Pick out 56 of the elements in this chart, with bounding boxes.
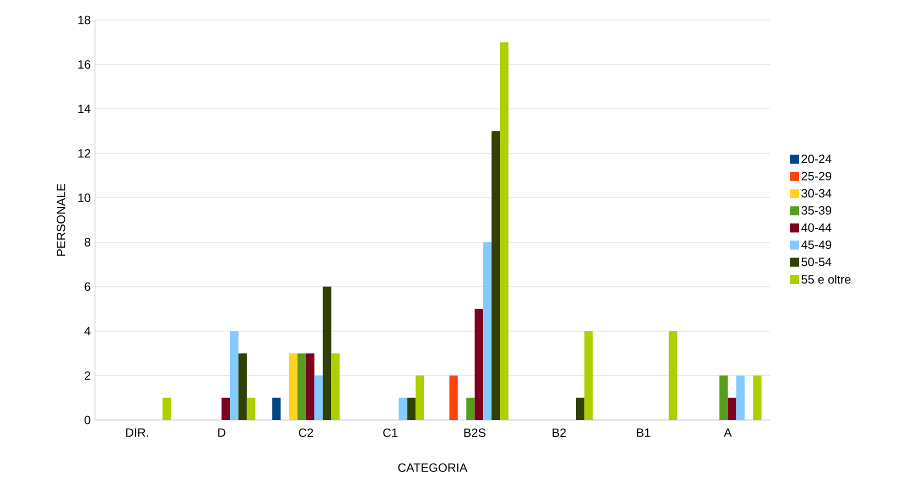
- bar: [322, 286, 332, 420]
- y-axis-title: PERSONALE: [56, 184, 66, 256]
- bar: [398, 398, 408, 420]
- legend-label: 30-34: [802, 189, 832, 198]
- bar: [728, 398, 736, 420]
- x-tick-label: A: [724, 428, 732, 437]
- legend-label: 20-24: [802, 154, 832, 164]
- x-tick-label: C2: [298, 428, 314, 437]
- bar: [298, 353, 306, 420]
- bar: [753, 376, 762, 420]
- bar: [407, 398, 416, 420]
- x-tick-label: D: [218, 428, 226, 437]
- y-tick-label: 2: [84, 371, 90, 380]
- bar: [246, 398, 256, 420]
- bar: [500, 42, 508, 420]
- legend-label: 40-44: [801, 223, 832, 232]
- y-tick-label: 8: [84, 238, 90, 246]
- bar: [474, 308, 484, 420]
- bar: [668, 331, 678, 420]
- x-tick-label: B2: [552, 428, 566, 437]
- legend-label: 35-39: [802, 206, 832, 215]
- legend-label: 25-29: [802, 172, 832, 180]
- y-tick-label: 18: [78, 16, 90, 24]
- legend-label: 50-54: [802, 258, 832, 266]
- bar: [306, 353, 314, 420]
- bar: [162, 398, 171, 420]
- bar: [416, 376, 424, 420]
- bar: [449, 376, 458, 420]
- bar: [483, 242, 492, 420]
- bar: [272, 398, 281, 420]
- x-tick-label: B1: [637, 428, 650, 437]
- bar: [222, 398, 230, 420]
- y-tick-label: 12: [78, 149, 90, 158]
- y-tick-label: 0: [84, 416, 90, 424]
- x-tick-label: C1: [383, 428, 398, 437]
- y-tick-label: 6: [84, 282, 90, 291]
- y-tick-label: 16: [78, 60, 90, 69]
- bar: [466, 398, 475, 420]
- bar: [719, 376, 728, 420]
- bar: [331, 353, 340, 420]
- bar: [238, 353, 247, 420]
- legend-label: 45-49: [801, 240, 832, 249]
- y-tick-label: 14: [78, 104, 90, 114]
- bar: [230, 331, 238, 420]
- bar: [736, 376, 745, 420]
- bar: [314, 376, 323, 420]
- y-tick-label: 4: [84, 326, 90, 336]
- bar: [584, 331, 593, 420]
- legend-label: 55 e oltre: [802, 274, 851, 284]
- x-axis-title: CATEGORIA: [398, 463, 468, 472]
- bar: [492, 131, 500, 420]
- bar: [289, 353, 298, 420]
- y-tick-label: 10: [78, 194, 90, 202]
- bar: [576, 398, 584, 420]
- x-tick-label: B2S: [464, 428, 486, 437]
- x-tick-label: DIR.: [126, 428, 148, 437]
